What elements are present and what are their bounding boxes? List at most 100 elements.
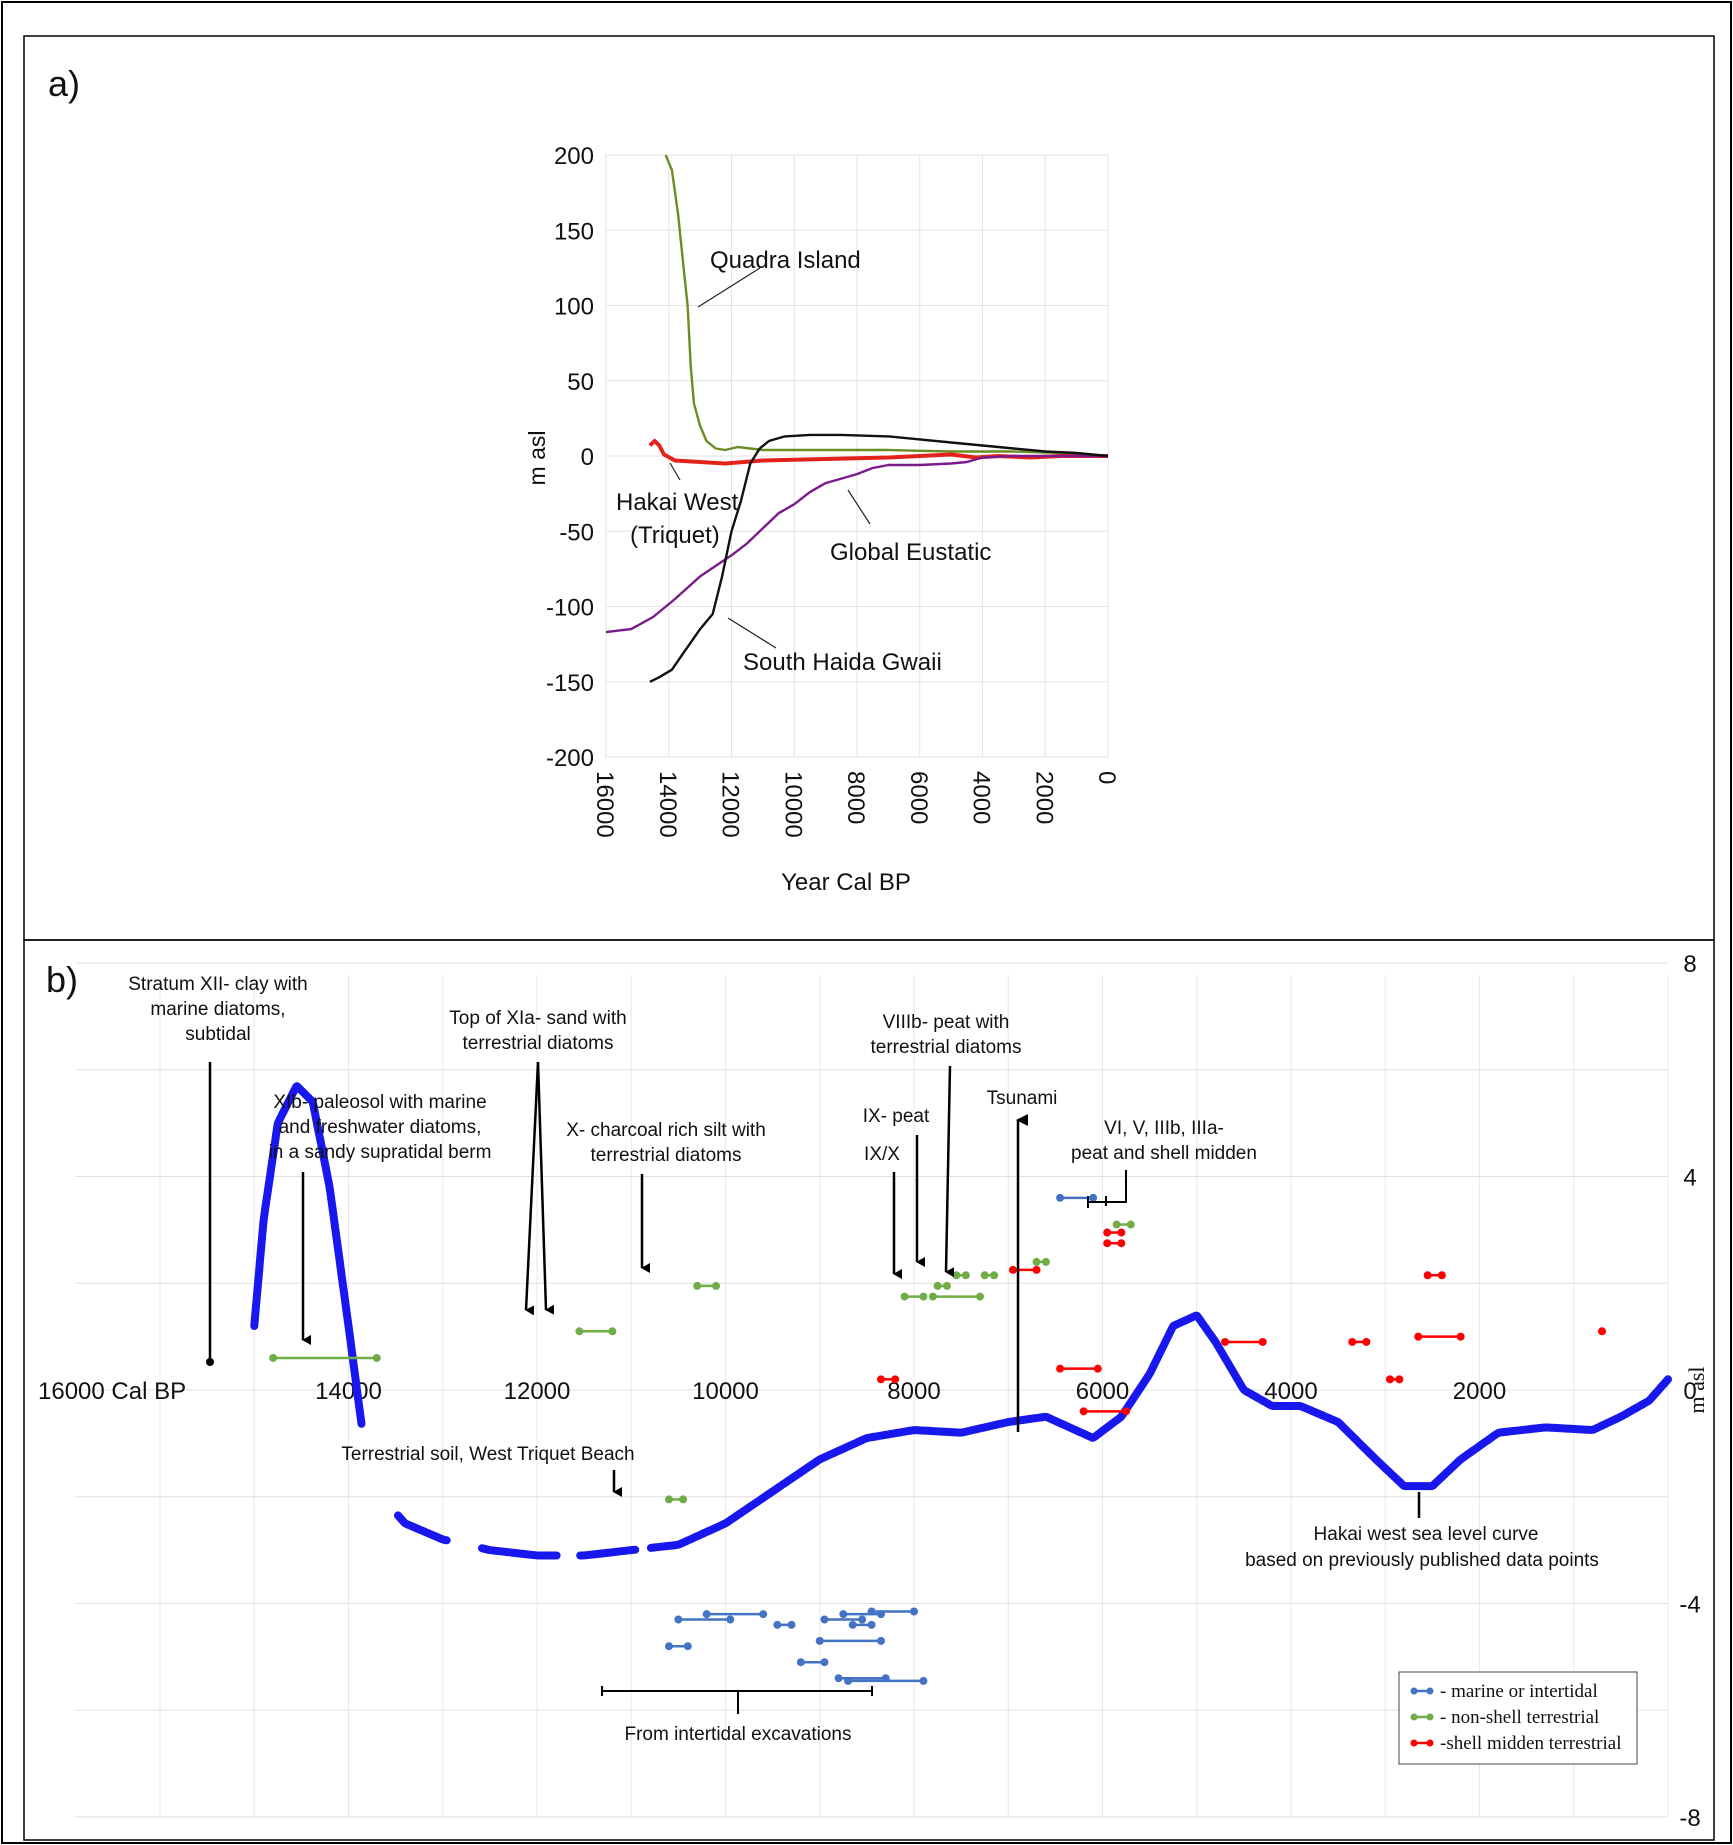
data-point-marine-or-intertidal	[834, 1674, 843, 1683]
dot-stratum-xii	[206, 1358, 214, 1366]
panel-a-xtick-label: 4000	[968, 771, 995, 824]
data-point-shell-midden-terrestrial	[1079, 1407, 1088, 1416]
panel-a-ytick-label: -200	[546, 745, 594, 772]
data-point-shell-midden-terrestrial	[1423, 1271, 1432, 1280]
arrow-top-xia-1	[524, 1061, 540, 1316]
data-point-shell-midden-terrestrial	[1598, 1327, 1607, 1336]
panel-b-ytick-label: 8	[1683, 951, 1696, 978]
panel-a-ytick-label: 0	[581, 444, 594, 471]
label-global-eustatic: Global Eustatic	[830, 539, 991, 566]
panel-b-grid	[75, 962, 1669, 1818]
data-point-shell-midden-terrestrial	[1117, 1228, 1126, 1237]
sea-level-curve-segment	[478, 1544, 561, 1560]
series-line-quadra-island	[664, 154, 1109, 458]
data-point-marine-or-intertidal	[1056, 1193, 1065, 1202]
panel-b-xtick-label: 12000	[504, 1378, 571, 1405]
panel-b-xtick-label: 10000	[692, 1378, 759, 1405]
data-point-shell-midden-terrestrial	[1385, 1375, 1394, 1384]
data-point-marine-or-intertidal	[919, 1676, 928, 1685]
data-point-marine-or-intertidal	[820, 1615, 829, 1624]
sea-level-curve-segment	[394, 1511, 451, 1545]
data-point-non-shell-terrestrial	[975, 1292, 984, 1301]
panel-b-frame	[23, 939, 1715, 1841]
data-point-marine-or-intertidal	[664, 1642, 673, 1651]
ann-xib-1: XIb- paleosol with marine	[273, 1092, 486, 1113]
data-point-shell-midden-terrestrial	[1221, 1337, 1230, 1346]
ann-stratum-xii-2: marine diatoms,	[150, 999, 285, 1020]
data-point-marine-or-intertidal	[787, 1620, 796, 1629]
data-point-non-shell-terrestrial	[712, 1281, 721, 1290]
data-point-non-shell-terrestrial	[269, 1353, 278, 1362]
legend-swatch-dot	[1410, 1713, 1418, 1721]
panel-b-ytick-label: 0	[1683, 1378, 1696, 1405]
panel-a-label: a)	[48, 63, 80, 104]
data-point-marine-or-intertidal	[815, 1636, 824, 1645]
data-point-marine-or-intertidal	[910, 1607, 918, 1616]
data-point-non-shell-terrestrial	[990, 1271, 999, 1280]
data-point-shell-midden-terrestrial	[1117, 1239, 1126, 1248]
data-point-non-shell-terrestrial	[933, 1281, 942, 1290]
data-point-non-shell-terrestrial	[1112, 1220, 1121, 1229]
panel-b-xtick-label: 2000	[1453, 1378, 1506, 1405]
data-point-shell-midden-terrestrial	[1122, 1407, 1131, 1416]
data-point-shell-midden-terrestrial	[1362, 1337, 1371, 1346]
data-point-non-shell-terrestrial	[693, 1281, 702, 1290]
arrow-viiib	[944, 1065, 955, 1278]
legend-swatch-dot	[1410, 1739, 1418, 1747]
data-point-marine-or-intertidal	[1089, 1193, 1098, 1202]
legend-label-marine: - marine or intertidal	[1440, 1681, 1598, 1702]
data-point-marine-or-intertidal	[702, 1610, 711, 1619]
legend-swatch-dot	[1410, 1687, 1418, 1695]
data-point-marine-or-intertidal	[858, 1615, 867, 1624]
data-point-shell-midden-terrestrial	[1414, 1332, 1423, 1341]
ann-ix-peat: IX- peat	[863, 1106, 930, 1127]
data-point-shell-midden-terrestrial	[1395, 1375, 1404, 1384]
panel-a-xlabel: Year Cal BP	[781, 869, 911, 896]
ann-intertidal: From intertidal excavations	[624, 1724, 851, 1745]
ann-x-charcoal-1: X- charcoal rich silt with	[566, 1120, 766, 1141]
panel-a-xtick-label: 14000	[654, 771, 681, 838]
data-point-shell-midden-terrestrial	[1258, 1337, 1267, 1346]
data-point-shell-midden-terrestrial	[891, 1375, 900, 1384]
panel-a-annotations: Quadra Island Hakai West (Triquet) Globa…	[616, 247, 991, 676]
panel-b-ytick-label: 4	[1683, 1165, 1696, 1192]
legend-swatch-dot	[1426, 1687, 1434, 1695]
legend-swatch-dot	[1426, 1739, 1434, 1747]
legend-label-non-shell: - non-shell terrestrial	[1440, 1707, 1599, 1728]
legend-swatch-dot	[1426, 1713, 1434, 1721]
ann-xib-2: and freshwater diatoms,	[279, 1117, 482, 1138]
panel-b-annotations: Stratum XII- clay with marine diatoms, s…	[128, 974, 1599, 1745]
ann-ix-x: IX/X	[864, 1144, 900, 1165]
panel-a-ytick-label: -150	[546, 670, 594, 697]
data-point-marine-or-intertidal	[839, 1610, 848, 1619]
data-point-non-shell-terrestrial	[961, 1271, 970, 1280]
ann-top-xia-2: terrestrial diatoms	[463, 1033, 614, 1054]
data-point-marine-or-intertidal	[759, 1610, 768, 1619]
legend-label-shell-midden: -shell midden terrestrial	[1440, 1733, 1622, 1754]
bracket-vi-v	[1087, 1170, 1127, 1208]
data-point-shell-midden-terrestrial	[1056, 1364, 1065, 1373]
panel-b-x-origin: 16000 Cal BP	[38, 1378, 186, 1405]
ann-stratum-xii-3: subtidal	[185, 1024, 251, 1045]
panel-a-ylabel: m asl	[524, 431, 550, 486]
data-point-marine-or-intertidal	[820, 1658, 829, 1667]
data-point-non-shell-terrestrial	[679, 1495, 688, 1504]
panel-a-ytick-label: 150	[554, 218, 594, 245]
data-point-marine-or-intertidal	[796, 1658, 805, 1667]
legend-box	[1398, 1671, 1638, 1765]
ann-hakai-curve-2: based on previously published data point…	[1245, 1550, 1599, 1571]
ann-hakai-curve-1: Hakai west sea level curve	[1314, 1524, 1539, 1545]
ann-viiib-1: VIIIb- peat with	[883, 1012, 1010, 1033]
panel-a-ytick-label: -100	[546, 595, 594, 622]
data-point-non-shell-terrestrial	[1041, 1257, 1050, 1266]
panel-b-label: b)	[46, 959, 78, 1000]
data-point-marine-or-intertidal	[867, 1620, 876, 1629]
label-hakai-west: Hakai West	[616, 489, 739, 516]
data-point-non-shell-terrestrial	[608, 1327, 617, 1336]
ann-top-xia-1: Top of XIa- sand with	[449, 1008, 626, 1029]
data-point-non-shell-terrestrial	[1032, 1257, 1041, 1266]
data-point-marine-or-intertidal	[773, 1620, 782, 1629]
panel-a-xtick-label: 6000	[905, 771, 932, 824]
